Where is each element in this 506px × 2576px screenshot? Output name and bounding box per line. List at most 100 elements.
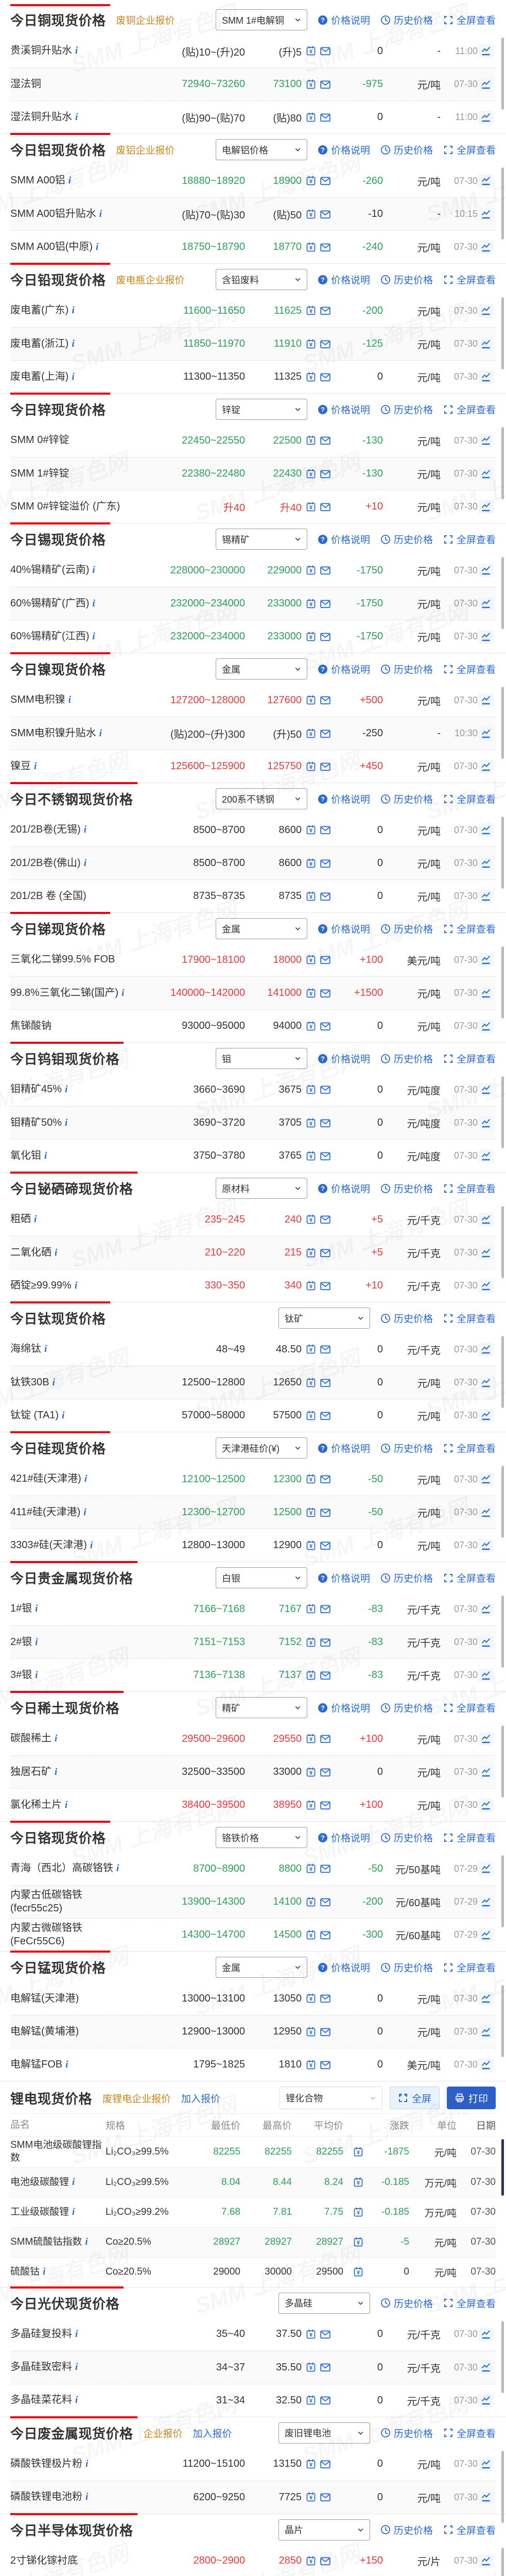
mail-icon[interactable] <box>320 1247 331 1259</box>
fullscreen-view-link[interactable]: 全屏查看 <box>443 2296 496 2310</box>
trend-chart-button[interactable] <box>478 759 496 773</box>
price-calendar-icon[interactable]: ¥ <box>305 631 317 642</box>
trend-chart-button[interactable] <box>478 986 496 1000</box>
mail-icon[interactable] <box>320 1344 331 1355</box>
price-note-link[interactable]: ? 价格说明 <box>318 922 370 936</box>
category-select[interactable]: 铬铁价格 <box>215 1827 307 1848</box>
trend-chart-button[interactable] <box>478 1765 496 1779</box>
price-calendar-icon[interactable]: ¥ <box>305 1473 317 1485</box>
trend-chart-button[interactable] <box>478 856 496 870</box>
trend-chart-button[interactable] <box>478 1895 496 1909</box>
category-select[interactable]: 废旧锂电池 <box>278 2422 370 2444</box>
price-calendar-icon[interactable]: ¥ <box>353 2146 364 2158</box>
price-calendar-icon[interactable]: ¥ <box>305 1247 317 1259</box>
fullscreen-view-link[interactable]: 全屏查看 <box>443 143 496 157</box>
trend-chart-button[interactable] <box>478 1732 496 1745</box>
category-select[interactable]: 锌锭 <box>215 399 307 420</box>
price-calendar-icon[interactable]: ¥ <box>305 824 317 836</box>
info-icon[interactable]: i <box>90 1539 93 1551</box>
mail-icon[interactable] <box>320 501 331 513</box>
mail-icon[interactable] <box>320 1084 331 1095</box>
info-icon[interactable]: i <box>72 2206 75 2217</box>
price-calendar-icon[interactable]: ¥ <box>353 2177 364 2188</box>
info-icon[interactable]: i <box>96 241 99 252</box>
category-select[interactable]: 电解铝价格 <box>215 139 307 160</box>
price-note-link[interactable]: ? 价格说明 <box>318 1571 370 1585</box>
price-calendar-icon[interactable]: ¥ <box>305 1637 317 1648</box>
history-price-link[interactable]: 历史价格 <box>380 273 433 286</box>
trend-chart-button[interactable] <box>478 337 496 351</box>
trend-chart-button[interactable] <box>478 1862 496 1875</box>
info-icon[interactable]: i <box>74 1280 78 1291</box>
price-calendar-icon[interactable]: ¥ <box>305 1863 317 1874</box>
scrollbar-thumb[interactable] <box>501 167 504 240</box>
trend-chart-button[interactable] <box>478 77 496 91</box>
info-icon[interactable]: i <box>92 565 95 576</box>
info-icon[interactable]: i <box>72 2176 75 2188</box>
enterprise-quote-link[interactable]: 企业报价 <box>143 2428 183 2439</box>
price-calendar-icon[interactable]: ¥ <box>353 2236 364 2248</box>
join-quote-link[interactable]: 加入报价 <box>181 2093 221 2105</box>
category-select[interactable]: 锂化合物 <box>279 2087 382 2110</box>
mail-icon[interactable] <box>320 1929 331 1941</box>
price-calendar-icon[interactable]: ¥ <box>305 1150 317 1162</box>
mail-icon[interactable] <box>320 209 331 220</box>
fullscreen-view-link[interactable]: 全屏查看 <box>443 662 496 676</box>
info-icon[interactable]: i <box>84 1473 88 1485</box>
price-calendar-icon[interactable]: ¥ <box>305 1993 317 2004</box>
info-icon[interactable]: i <box>65 2059 68 2071</box>
history-price-link[interactable]: 历史价格 <box>380 1441 433 1455</box>
scrollbar-thumb[interactable] <box>501 427 504 499</box>
price-note-link[interactable]: ? 价格说明 <box>318 1181 370 1195</box>
info-icon[interactable]: i <box>83 824 86 836</box>
trend-chart-button[interactable] <box>478 1538 496 1552</box>
price-calendar-icon[interactable]: ¥ <box>305 891 317 902</box>
info-icon[interactable]: i <box>99 208 102 219</box>
info-icon[interactable]: i <box>75 45 78 57</box>
trend-chart-button[interactable] <box>478 1409 496 1422</box>
fullscreen-view-link[interactable]: 全屏查看 <box>443 2426 496 2440</box>
price-calendar-icon[interactable]: ¥ <box>305 1084 317 1095</box>
mail-icon[interactable] <box>320 988 331 999</box>
mail-icon[interactable] <box>320 45 331 57</box>
trend-chart-button[interactable] <box>478 889 496 903</box>
category-select[interactable]: 晶片 <box>278 2519 370 2540</box>
mail-icon[interactable] <box>320 1214 331 1225</box>
info-icon[interactable]: i <box>35 1669 38 1681</box>
trend-chart-button[interactable] <box>478 693 496 707</box>
info-icon[interactable]: i <box>65 1117 68 1128</box>
mail-icon[interactable] <box>320 371 331 383</box>
mail-icon[interactable] <box>320 1670 331 1681</box>
price-calendar-icon[interactable]: ¥ <box>305 2555 317 2567</box>
price-calendar-icon[interactable]: ¥ <box>305 1507 317 1518</box>
mail-icon[interactable] <box>320 1150 331 1162</box>
history-price-link[interactable]: 历史价格 <box>380 662 433 676</box>
fullscreen-view-link[interactable]: 全屏查看 <box>443 402 496 416</box>
mail-icon[interactable] <box>320 1410 331 1421</box>
trend-chart-button[interactable] <box>478 597 496 611</box>
price-calendar-icon[interactable]: ¥ <box>305 858 317 869</box>
trend-chart-button[interactable] <box>478 174 496 188</box>
trend-chart-button[interactable] <box>478 500 496 514</box>
history-price-link[interactable]: 历史价格 <box>380 2296 433 2310</box>
trend-chart-button[interactable] <box>478 2025 496 2039</box>
price-calendar-icon[interactable]: ¥ <box>305 209 317 220</box>
info-icon[interactable]: i <box>75 2395 78 2406</box>
info-icon[interactable]: i <box>68 175 71 187</box>
price-calendar-icon[interactable]: ¥ <box>305 1410 317 1421</box>
history-price-link[interactable]: 历史价格 <box>380 1831 433 1844</box>
history-price-link[interactable]: 历史价格 <box>380 1960 433 1974</box>
history-price-link[interactable]: 历史价格 <box>380 1571 433 1585</box>
trend-chart-button[interactable] <box>478 1505 496 1519</box>
enterprise-quote-link[interactable]: 废电瓶企业报价 <box>116 275 185 286</box>
price-calendar-icon[interactable]: ¥ <box>305 2395 317 2406</box>
info-icon[interactable]: i <box>85 2458 89 2469</box>
price-calendar-icon[interactable]: ¥ <box>305 1344 317 1355</box>
info-icon[interactable]: i <box>55 1766 58 1777</box>
price-note-link[interactable]: ? 价格说明 <box>318 1831 370 1844</box>
mail-icon[interactable] <box>320 1280 331 1292</box>
price-calendar-icon[interactable]: ¥ <box>305 1377 317 1388</box>
history-price-link[interactable]: 历史价格 <box>380 1311 433 1325</box>
scrollbar-thumb[interactable] <box>501 1596 504 1668</box>
price-calendar-icon[interactable]: ¥ <box>305 1929 317 1941</box>
